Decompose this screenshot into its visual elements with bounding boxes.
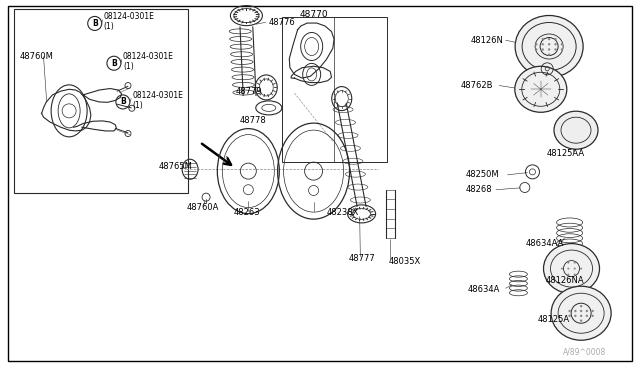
Text: 48126NA: 48126NA	[545, 276, 584, 285]
Text: 48634AA: 48634AA	[526, 239, 564, 248]
Circle shape	[591, 310, 594, 312]
Text: 48760M: 48760M	[19, 52, 53, 61]
Circle shape	[548, 38, 550, 40]
Circle shape	[548, 43, 550, 45]
Text: 48778: 48778	[240, 116, 267, 125]
Circle shape	[561, 48, 563, 51]
Text: 48765M: 48765M	[159, 162, 193, 171]
Circle shape	[573, 267, 576, 270]
Circle shape	[580, 305, 582, 307]
Circle shape	[574, 310, 577, 312]
Circle shape	[541, 43, 544, 45]
Circle shape	[591, 315, 594, 317]
Text: A/89^0008: A/89^0008	[563, 347, 607, 356]
Circle shape	[541, 48, 544, 51]
Circle shape	[567, 262, 570, 264]
Circle shape	[535, 48, 538, 51]
Circle shape	[548, 54, 550, 56]
Text: 48125A: 48125A	[538, 315, 570, 324]
Circle shape	[567, 267, 570, 270]
Text: 48263: 48263	[234, 208, 260, 217]
Ellipse shape	[551, 286, 611, 340]
Text: 48238X: 48238X	[326, 208, 359, 217]
Text: 48634A: 48634A	[467, 285, 500, 294]
Circle shape	[568, 315, 571, 317]
Circle shape	[580, 267, 582, 270]
Circle shape	[561, 43, 563, 45]
Circle shape	[548, 48, 550, 51]
Circle shape	[573, 262, 576, 264]
Circle shape	[554, 48, 557, 51]
Text: 48126N: 48126N	[470, 36, 503, 45]
Circle shape	[567, 273, 570, 276]
Circle shape	[586, 310, 588, 312]
Text: 08124-0301E
(1): 08124-0301E (1)	[123, 52, 173, 71]
Circle shape	[586, 315, 588, 317]
Ellipse shape	[554, 111, 598, 149]
Circle shape	[574, 315, 577, 317]
Text: 08124-0301E
(1): 08124-0301E (1)	[132, 91, 183, 110]
Circle shape	[554, 43, 557, 45]
Text: 48268: 48268	[466, 185, 493, 194]
Text: 48779: 48779	[236, 87, 262, 96]
Circle shape	[561, 267, 563, 270]
Text: 48125AA: 48125AA	[547, 149, 585, 158]
Text: 48776: 48776	[269, 18, 296, 27]
Circle shape	[580, 310, 582, 312]
Text: 48250M: 48250M	[466, 170, 500, 179]
Circle shape	[573, 273, 576, 276]
Text: B: B	[120, 97, 125, 106]
Text: 48760A: 48760A	[187, 203, 220, 212]
Circle shape	[580, 315, 582, 317]
Text: 48770: 48770	[300, 10, 328, 19]
Text: 48777: 48777	[349, 254, 376, 263]
Circle shape	[554, 38, 557, 40]
Circle shape	[541, 38, 544, 40]
Ellipse shape	[515, 66, 567, 112]
Text: B: B	[111, 59, 116, 68]
Circle shape	[580, 320, 582, 322]
Ellipse shape	[543, 244, 600, 294]
Text: 48035X: 48035X	[388, 257, 420, 266]
Circle shape	[535, 43, 538, 45]
Circle shape	[568, 310, 571, 312]
Text: 08124-0301E
(1): 08124-0301E (1)	[104, 12, 154, 31]
Text: 48762B: 48762B	[461, 81, 493, 90]
Ellipse shape	[515, 16, 583, 77]
Bar	[282, 17, 387, 162]
Text: B: B	[92, 19, 97, 28]
Bar	[14, 9, 188, 193]
